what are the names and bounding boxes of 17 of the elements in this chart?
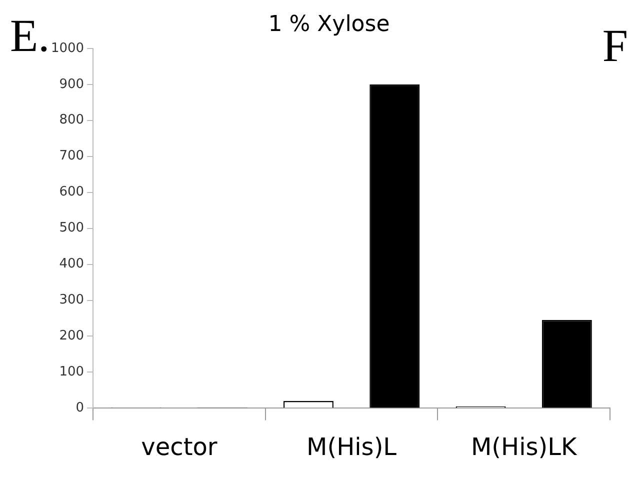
chart-title: 1 % Xylose xyxy=(268,12,390,37)
y-tick-label: 700 xyxy=(59,148,84,164)
text: E. xyxy=(10,10,50,62)
y-tick-label: 100 xyxy=(59,364,84,380)
y-tick-label: 500 xyxy=(59,220,84,236)
y-tick-label: 1000 xyxy=(50,40,84,56)
y-tick-label: 900 xyxy=(59,76,84,92)
x-tick-label: M(His)LK xyxy=(470,432,578,461)
x-tick-label: vector xyxy=(141,432,218,461)
y-tick-label: 300 xyxy=(59,292,84,308)
y-tick-label: 400 xyxy=(59,256,84,272)
x-tick-label: M(His)L xyxy=(306,432,398,461)
y-tick-label: 0 xyxy=(76,400,84,416)
annotation: F xyxy=(602,20,628,72)
y-tick-label: 600 xyxy=(59,184,84,200)
y-tick-label: 200 xyxy=(59,328,84,344)
y-tick-label: 800 xyxy=(59,112,84,128)
